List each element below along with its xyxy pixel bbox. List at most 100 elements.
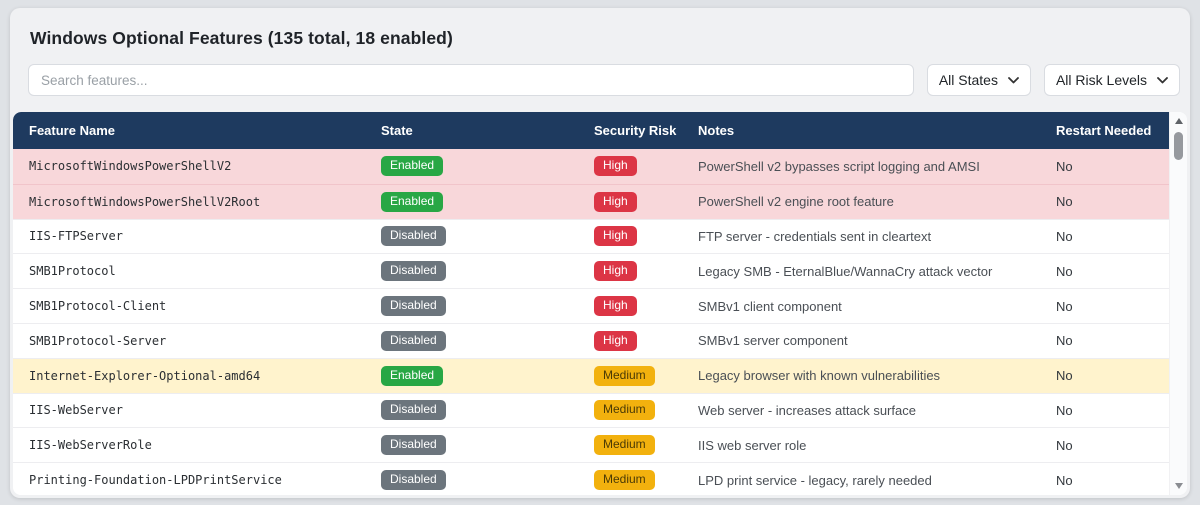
state-filter-value: All States [938, 72, 998, 88]
state-cell: Enabled [381, 365, 594, 386]
risk-badge: High [594, 156, 637, 177]
notes-cell: SMBv1 client component [698, 298, 842, 314]
feature-name-cell: IIS-FTPServer [29, 229, 123, 244]
restart-cell: No [1056, 472, 1073, 488]
table-row[interactable]: MicrosoftWindowsPowerShellV2 Enabled Hig… [13, 149, 1170, 184]
scroll-down-icon[interactable] [1174, 483, 1183, 489]
state-badge: Enabled [381, 156, 444, 177]
risk-cell: High [594, 226, 698, 247]
state-cell: Disabled [381, 261, 594, 282]
feature-name-cell: SMB1Protocol-Server [29, 333, 167, 348]
search-input[interactable] [28, 64, 914, 96]
table-row[interactable]: SMB1Protocol-Server Disabled High SMBv1 … [13, 322, 1170, 358]
table-row[interactable]: MicrosoftWindowsPowerShellV2Root Enabled… [13, 183, 1170, 219]
column-header-security-risk: Security Risk [594, 123, 677, 138]
scrollbar-thumb[interactable] [1174, 132, 1183, 160]
feature-name-cell: Printing-Foundation-LPDPrintService [29, 473, 282, 488]
feature-name-cell: SMB1Protocol [29, 264, 116, 279]
risk-cell: High [594, 261, 698, 282]
state-badge: Disabled [381, 435, 446, 456]
restart-cell: No [1056, 437, 1073, 453]
restart-cell: No [1056, 402, 1073, 418]
notes-cell: Legacy SMB - EternalBlue/WannaCry attack… [698, 263, 993, 279]
risk-badge: High [594, 261, 637, 282]
scroll-up-icon[interactable] [1174, 118, 1183, 124]
risk-badge: Medium [594, 400, 655, 421]
feature-name-cell: MicrosoftWindowsPowerShellV2Root [29, 194, 261, 209]
risk-badge: Medium [594, 435, 655, 456]
table-row[interactable]: Printing-Foundation-LPDPrintService Disa… [13, 462, 1170, 495]
feature-name-cell: IIS-WebServer [29, 403, 123, 418]
state-cell: Disabled [381, 400, 594, 421]
features-table: Feature Name State Security Risk Notes R… [13, 112, 1187, 495]
vertical-scrollbar[interactable] [1169, 112, 1187, 495]
notes-cell: SMBv1 server component [698, 333, 848, 349]
state-badge: Disabled [381, 261, 446, 282]
state-cell: Enabled [381, 191, 594, 212]
restart-cell: No [1056, 333, 1073, 349]
page-title: Windows Optional Features (135 total, 18… [30, 28, 453, 48]
risk-badge: High [594, 330, 637, 351]
notes-cell: PowerShell v2 bypasses script logging an… [698, 158, 980, 174]
risk-cell: High [594, 191, 698, 212]
column-header-state: State [381, 123, 413, 138]
feature-name-cell: Internet-Explorer-Optional-amd64 [29, 368, 261, 383]
state-filter-dropdown[interactable]: All States [926, 64, 1031, 96]
table-row[interactable]: Internet-Explorer-Optional-amd64 Enabled… [13, 357, 1170, 393]
restart-cell: No [1056, 368, 1073, 384]
state-badge: Enabled [381, 191, 444, 212]
risk-badge: High [594, 226, 637, 247]
state-badge: Enabled [381, 365, 444, 386]
restart-cell: No [1056, 298, 1073, 314]
risk-badge: Medium [594, 365, 655, 386]
state-cell: Enabled [381, 156, 594, 177]
notes-cell: Web server - increases attack surface [698, 402, 916, 418]
risk-cell: High [594, 296, 698, 317]
state-cell: Disabled [381, 330, 594, 351]
table-row[interactable]: IIS-FTPServer Disabled High FTP server -… [13, 218, 1170, 254]
state-badge: Disabled [381, 330, 446, 351]
notes-cell: FTP server - credentials sent in clearte… [698, 228, 932, 244]
notes-cell: Legacy browser with known vulnerabilitie… [698, 368, 941, 384]
risk-cell: Medium [594, 400, 698, 421]
column-header-notes: Notes [698, 123, 735, 138]
table-header-row: Feature Name State Security Risk Notes R… [13, 112, 1170, 149]
risk-cell: High [594, 330, 698, 351]
risk-filter-dropdown[interactable]: All Risk Levels [1043, 64, 1180, 96]
risk-badge: High [594, 191, 637, 212]
state-cell: Disabled [381, 296, 594, 317]
features-table-main: Feature Name State Security Risk Notes R… [13, 112, 1170, 495]
feature-name-cell: SMB1Protocol-Client [29, 299, 167, 314]
state-badge: Disabled [381, 296, 446, 317]
risk-badge: High [594, 296, 637, 317]
chevron-down-icon [1157, 76, 1168, 83]
table-row[interactable]: IIS-WebServerRole Disabled Medium IIS we… [13, 427, 1170, 463]
restart-cell: No [1056, 263, 1073, 279]
state-badge: Disabled [381, 400, 446, 421]
table-body: MicrosoftWindowsPowerShellV2 Enabled Hig… [13, 149, 1170, 495]
chevron-down-icon [1008, 76, 1019, 83]
risk-cell: Medium [594, 470, 698, 491]
notes-cell: PowerShell v2 engine root feature [698, 194, 894, 210]
feature-name-cell: MicrosoftWindowsPowerShellV2 [29, 159, 232, 174]
state-badge: Disabled [381, 470, 446, 491]
notes-cell: LPD print service - legacy, rarely neede… [698, 472, 932, 488]
notes-cell: IIS web server role [698, 437, 807, 453]
restart-cell: No [1056, 194, 1073, 210]
table-row[interactable]: SMB1Protocol Disabled High Legacy SMB - … [13, 253, 1170, 289]
state-cell: Disabled [381, 226, 594, 247]
state-cell: Disabled [381, 435, 594, 456]
table-row[interactable]: IIS-WebServer Disabled Medium Web server… [13, 392, 1170, 428]
feature-name-cell: IIS-WebServerRole [29, 438, 152, 453]
table-row[interactable]: SMB1Protocol-Client Disabled High SMBv1 … [13, 288, 1170, 323]
features-panel: Windows Optional Features (135 total, 18… [10, 8, 1190, 498]
column-header-feature-name: Feature Name [29, 123, 115, 138]
state-cell: Disabled [381, 470, 594, 491]
risk-badge: Medium [594, 470, 655, 491]
restart-cell: No [1056, 228, 1073, 244]
filter-toolbar: All States All Risk Levels [10, 49, 1190, 96]
column-header-restart-needed: Restart Needed [1056, 123, 1152, 138]
risk-cell: Medium [594, 365, 698, 386]
risk-cell: Medium [594, 435, 698, 456]
state-badge: Disabled [381, 226, 446, 247]
